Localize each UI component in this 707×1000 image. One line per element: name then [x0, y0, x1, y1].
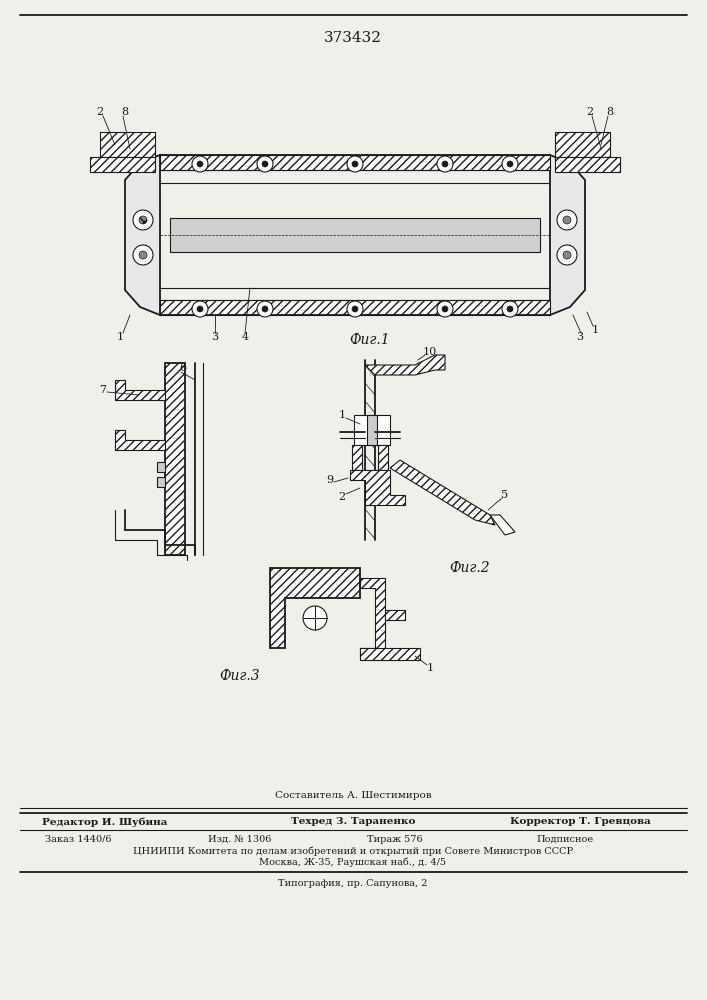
Bar — [352, 445, 362, 470]
Circle shape — [502, 156, 518, 172]
Circle shape — [133, 245, 153, 265]
Polygon shape — [90, 157, 155, 172]
Text: 3: 3 — [576, 332, 583, 342]
Bar — [165, 363, 185, 555]
Circle shape — [139, 216, 147, 224]
Circle shape — [139, 251, 147, 259]
Bar — [367, 415, 377, 445]
Text: Фиг.3: Фиг.3 — [220, 669, 260, 683]
Text: 2: 2 — [339, 492, 346, 502]
Bar — [160, 300, 550, 315]
Circle shape — [257, 301, 273, 317]
Bar — [354, 415, 390, 445]
Text: Фиг.1: Фиг.1 — [350, 333, 390, 347]
Bar — [157, 462, 165, 472]
Polygon shape — [115, 380, 165, 400]
Text: Корректор Т. Гревцова: Корректор Т. Гревцова — [510, 818, 650, 826]
Circle shape — [192, 156, 208, 172]
Text: 6: 6 — [180, 363, 187, 373]
Circle shape — [442, 306, 448, 312]
Bar — [160, 155, 550, 170]
Polygon shape — [555, 132, 610, 157]
Polygon shape — [490, 515, 515, 535]
Polygon shape — [100, 132, 155, 157]
Circle shape — [442, 161, 448, 167]
Circle shape — [437, 156, 453, 172]
Circle shape — [557, 245, 577, 265]
Text: ЦНИИПИ Комитета по делам изобретений и открытий при Совете Министров СССР: ЦНИИПИ Комитета по делам изобретений и о… — [133, 846, 573, 856]
Polygon shape — [115, 430, 165, 450]
Text: 8: 8 — [607, 107, 614, 117]
Text: 1: 1 — [339, 410, 346, 420]
Text: 1: 1 — [592, 325, 599, 335]
Circle shape — [262, 161, 268, 167]
Text: 3: 3 — [211, 332, 218, 342]
Circle shape — [563, 216, 571, 224]
Circle shape — [257, 156, 273, 172]
Bar — [378, 445, 388, 470]
Text: Изд. № 1306: Изд. № 1306 — [209, 834, 271, 844]
Polygon shape — [270, 568, 360, 648]
Polygon shape — [550, 155, 585, 315]
Text: Составитель А. Шестимиров: Составитель А. Шестимиров — [275, 792, 431, 800]
Polygon shape — [385, 610, 405, 620]
Circle shape — [347, 301, 363, 317]
Polygon shape — [365, 355, 445, 375]
Text: 7: 7 — [100, 385, 107, 395]
Polygon shape — [350, 470, 405, 505]
Circle shape — [502, 301, 518, 317]
Text: 5: 5 — [501, 490, 508, 500]
Circle shape — [197, 306, 203, 312]
Circle shape — [347, 156, 363, 172]
Circle shape — [303, 606, 327, 630]
Polygon shape — [555, 157, 620, 172]
Circle shape — [507, 161, 513, 167]
Text: 373432: 373432 — [324, 31, 382, 45]
Polygon shape — [390, 460, 495, 525]
Bar — [157, 477, 165, 487]
Circle shape — [557, 210, 577, 230]
Text: 1: 1 — [426, 663, 433, 673]
Text: Фиг.2: Фиг.2 — [450, 561, 491, 575]
Text: Типография, пр. Сапунова, 2: Типография, пр. Сапунова, 2 — [279, 880, 428, 888]
Text: 2: 2 — [586, 107, 594, 117]
Polygon shape — [360, 578, 385, 658]
Text: 1: 1 — [117, 332, 124, 342]
Polygon shape — [125, 155, 160, 315]
Circle shape — [262, 306, 268, 312]
Circle shape — [507, 306, 513, 312]
Text: Тираж 576: Тираж 576 — [367, 834, 423, 844]
Polygon shape — [360, 648, 420, 660]
Circle shape — [197, 161, 203, 167]
Text: 9: 9 — [327, 475, 334, 485]
Text: 8: 8 — [122, 107, 129, 117]
Circle shape — [563, 251, 571, 259]
Text: Заказ 1440/6: Заказ 1440/6 — [45, 834, 111, 844]
Circle shape — [437, 301, 453, 317]
Text: Москва, Ж-35, Раушская наб., д. 4/5: Москва, Ж-35, Раушская наб., д. 4/5 — [259, 857, 447, 867]
Circle shape — [192, 301, 208, 317]
Circle shape — [133, 210, 153, 230]
Circle shape — [352, 161, 358, 167]
Text: 10: 10 — [423, 347, 437, 357]
Text: Редактор И. Шубина: Редактор И. Шубина — [42, 817, 168, 827]
Bar — [170, 218, 540, 252]
Circle shape — [352, 306, 358, 312]
Text: Подписное: Подписное — [537, 834, 594, 844]
Text: 2: 2 — [96, 107, 103, 117]
Text: 4: 4 — [241, 332, 249, 342]
Text: Техред З. Тараненко: Техред З. Тараненко — [291, 818, 415, 826]
